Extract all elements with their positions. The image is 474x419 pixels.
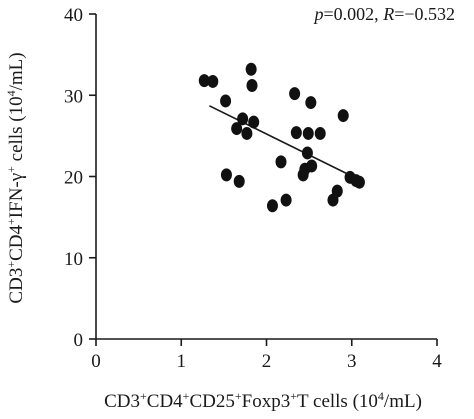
x-tick-label: 0 bbox=[91, 351, 101, 372]
x-label-part: CD25 bbox=[189, 391, 234, 412]
r-symbol: R bbox=[382, 4, 394, 24]
y-label-part: CD3 bbox=[6, 268, 27, 304]
y-label-part: + bbox=[4, 218, 18, 225]
data-point bbox=[275, 155, 287, 169]
r-value-text: =−0.532 bbox=[394, 4, 455, 24]
data-point bbox=[245, 62, 257, 76]
stats-annotation: p=0.002, R=−0.532 bbox=[313, 4, 455, 24]
x-tick-label: 4 bbox=[432, 351, 442, 372]
data-point bbox=[306, 159, 318, 173]
x-label-part: + bbox=[183, 389, 190, 403]
p-symbol: p bbox=[313, 4, 324, 24]
data-point bbox=[337, 109, 349, 123]
y-label-part: + bbox=[4, 261, 18, 268]
data-point bbox=[220, 168, 232, 182]
x-tick-label: 2 bbox=[262, 351, 272, 372]
x-ticks: 0 1 2 3 4 bbox=[91, 339, 442, 372]
data-point bbox=[246, 79, 258, 92]
data-point bbox=[231, 122, 243, 136]
data-point bbox=[289, 87, 301, 101]
data-point bbox=[198, 74, 210, 88]
x-tick-label: 1 bbox=[177, 351, 187, 372]
x-label-part: CD3 bbox=[104, 391, 140, 412]
data-point bbox=[220, 94, 232, 108]
y-tick-label: 40 bbox=[64, 5, 83, 26]
y-tick-label: 10 bbox=[64, 249, 83, 270]
x-label-part: /mL) bbox=[384, 391, 422, 412]
y-ticks: 0 10 20 30 40 bbox=[64, 5, 96, 351]
y-label-part: cells (10 bbox=[6, 96, 27, 166]
data-point bbox=[290, 126, 302, 140]
x-tick-label: 3 bbox=[347, 351, 357, 372]
data-point bbox=[280, 193, 292, 207]
y-tick-label: 0 bbox=[74, 330, 84, 351]
y-tick-label: 30 bbox=[64, 86, 83, 107]
y-axis-title: CD3+CD4+IFN-γ+ cells (104/mL) bbox=[4, 52, 27, 303]
p-value-text: =0.002, bbox=[324, 4, 384, 24]
data-point bbox=[314, 126, 326, 140]
x-label-part: + bbox=[290, 389, 297, 403]
y-label-part: CD4 bbox=[6, 224, 27, 260]
y-label-part: /mL) bbox=[6, 52, 27, 90]
data-point bbox=[353, 175, 365, 189]
data-point bbox=[302, 126, 314, 140]
data-point bbox=[248, 115, 260, 129]
data-point bbox=[241, 126, 253, 140]
y-tick-label: 20 bbox=[64, 168, 83, 189]
y-label-part: 4 bbox=[4, 90, 18, 96]
data-point bbox=[301, 146, 313, 160]
data-point bbox=[266, 199, 278, 213]
x-label-part: + bbox=[235, 389, 242, 403]
x-label-part: + bbox=[140, 389, 147, 403]
data-point bbox=[305, 96, 317, 110]
x-label-part: 4 bbox=[378, 389, 384, 403]
x-axis-title: CD3+CD4+CD25+Foxp3+T cells (104/mL) bbox=[104, 389, 422, 412]
x-label-part: CD4 bbox=[147, 391, 183, 412]
axes bbox=[95, 14, 437, 340]
trend-line bbox=[209, 105, 357, 179]
x-label-part: Foxp3 bbox=[242, 391, 291, 412]
data-point bbox=[207, 74, 219, 88]
data-point bbox=[233, 174, 245, 188]
data-point bbox=[237, 112, 249, 126]
x-label-part: T cells (10 bbox=[297, 391, 378, 412]
y-label-part: + bbox=[4, 166, 18, 173]
data-points bbox=[198, 62, 365, 213]
y-label-part: IFN-γ bbox=[6, 173, 27, 218]
data-point bbox=[331, 184, 343, 198]
